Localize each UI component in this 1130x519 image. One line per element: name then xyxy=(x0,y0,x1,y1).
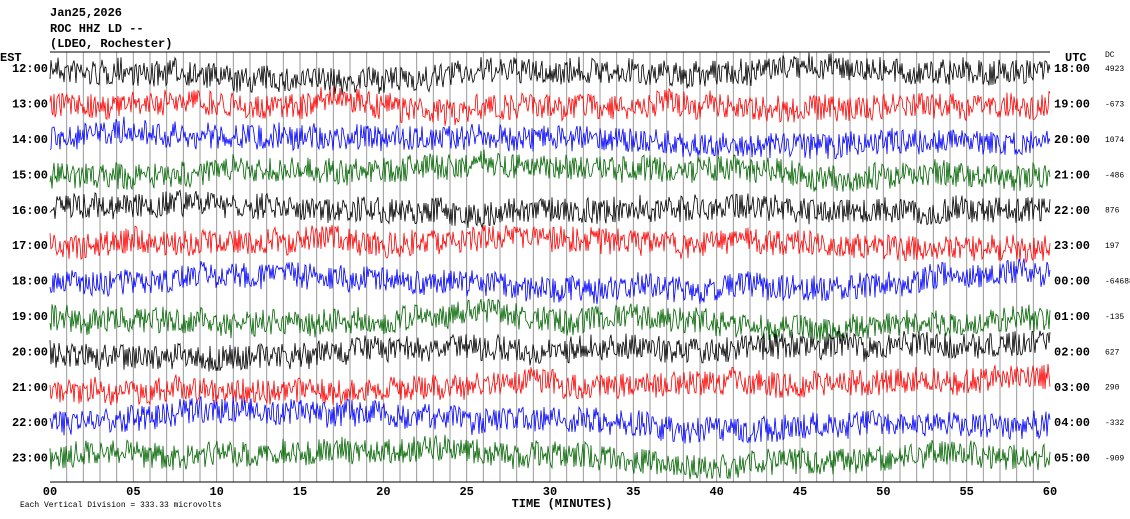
utc-label: 21:00 xyxy=(1054,168,1090,182)
x-tick-label: 40 xyxy=(709,485,723,499)
dc-value: -673 xyxy=(1105,101,1124,110)
labels: 00 05 10 15 20 25 30 35 40 45 50 55 60 12:00 18:00 4923… xyxy=(12,62,1130,499)
trace xyxy=(49,298,1051,343)
est-label: 15:00 xyxy=(12,168,48,182)
est-label: 12:00 xyxy=(12,62,48,76)
dc-value: 197 xyxy=(1105,242,1120,251)
dc-value: 4923 xyxy=(1105,65,1124,74)
est-label: 13:00 xyxy=(12,98,48,112)
dc-value: -6468889 xyxy=(1105,278,1130,287)
x-tick-label: 10 xyxy=(209,485,223,499)
dc-value: -135 xyxy=(1105,313,1124,322)
x-tick-label: 55 xyxy=(959,485,973,499)
est-label: 23:00 xyxy=(12,452,48,466)
trace xyxy=(49,52,1051,96)
est-title: EST xyxy=(0,51,22,65)
est-label: 16:00 xyxy=(12,204,48,218)
x-tick-label: 15 xyxy=(293,485,307,499)
x-tick-label: 00 xyxy=(43,485,57,499)
dc-value: 290 xyxy=(1105,384,1120,393)
utc-label: 05:00 xyxy=(1054,452,1090,466)
dc-value: -909 xyxy=(1105,455,1124,464)
dc-value: 876 xyxy=(1105,207,1120,216)
x-tick-label: 30 xyxy=(543,485,557,499)
utc-label: 04:00 xyxy=(1054,416,1090,430)
dc-value: 627 xyxy=(1105,348,1120,357)
utc-label: 18:00 xyxy=(1054,62,1090,76)
utc-label: 02:00 xyxy=(1054,345,1090,359)
dc-value: 1074 xyxy=(1105,136,1124,145)
utc-label: 22:00 xyxy=(1054,204,1090,218)
est-label: 18:00 xyxy=(12,275,48,289)
utc-label: 03:00 xyxy=(1054,381,1090,395)
est-label: 19:00 xyxy=(12,310,48,324)
trace xyxy=(49,330,1051,372)
trace xyxy=(49,363,1051,406)
utc-title: UTC xyxy=(1065,51,1087,65)
x-tick-label: 25 xyxy=(459,485,473,499)
utc-label: 00:00 xyxy=(1054,275,1090,289)
trace xyxy=(49,434,1051,480)
date: Jan25,2026 xyxy=(50,6,122,20)
x-tick-label: 50 xyxy=(876,485,890,499)
network: (LDEO, Rochester) xyxy=(50,37,172,51)
trace xyxy=(49,86,1051,126)
utc-label: 01:00 xyxy=(1054,310,1090,324)
est-label: 17:00 xyxy=(12,239,48,253)
x-tick-label: 20 xyxy=(376,485,390,499)
x-tick-label: 45 xyxy=(793,485,807,499)
trace xyxy=(49,189,1051,229)
trace xyxy=(49,258,1051,305)
trace xyxy=(49,396,1051,444)
utc-label: 23:00 xyxy=(1054,239,1090,253)
dc-value: -486 xyxy=(1105,171,1124,180)
trace xyxy=(49,149,1051,193)
traces xyxy=(49,52,1051,480)
station: ROC HHZ LD -- xyxy=(50,22,144,36)
x-tick-label: 60 xyxy=(1043,485,1057,499)
dc-title: DC xyxy=(1105,51,1115,60)
trace xyxy=(49,116,1051,160)
est-label: 20:00 xyxy=(12,345,48,359)
utc-label: 20:00 xyxy=(1054,133,1090,147)
x-tick-label: 05 xyxy=(126,485,140,499)
est-label: 14:00 xyxy=(12,133,48,147)
est-label: 21:00 xyxy=(12,381,48,395)
x-tick-label: 35 xyxy=(626,485,640,499)
utc-label: 19:00 xyxy=(1054,98,1090,112)
est-label: 22:00 xyxy=(12,416,48,430)
footer: Each Vertical Division = 333.33 microvol… xyxy=(20,501,222,510)
x-axis-title: TIME (MINUTES) xyxy=(512,497,613,511)
dc-value: -332 xyxy=(1105,419,1124,428)
trace xyxy=(49,224,1051,264)
